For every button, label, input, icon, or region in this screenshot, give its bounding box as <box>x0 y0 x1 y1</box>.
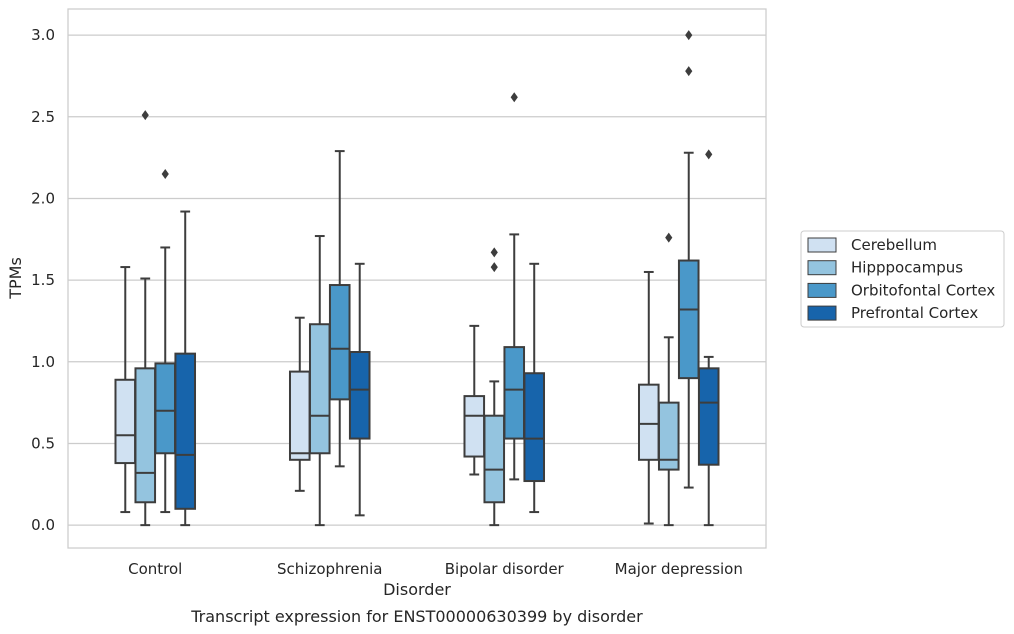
box-iqr <box>503 346 526 440</box>
y-tick-label: 2.5 <box>31 108 55 126</box>
box-prefrontal-cortex <box>348 262 371 517</box>
box-hipppocampus <box>657 232 680 527</box>
box-prefrontal-cortex <box>174 210 197 527</box>
outlier-point <box>490 262 498 273</box>
box-iqr <box>637 383 660 461</box>
box-hipppocampus <box>308 235 331 527</box>
y-axis-ticks: 0.0 0.5 1.0 1.5 2.0 2.5 3.0 <box>31 26 55 534</box>
x-tick-label: Schizophrenia <box>277 560 382 578</box>
outlier-point <box>705 149 713 160</box>
legend-label: Orbitofontal Cortex <box>851 281 995 299</box>
x-tick-label: Bipolar disorder <box>445 560 565 578</box>
legend-label: Cerebellum <box>851 236 937 254</box>
legend-swatch <box>807 305 837 321</box>
box-iqr <box>348 351 371 440</box>
box-orbitofontal-cortex <box>328 150 351 468</box>
box-iqr <box>657 401 680 471</box>
box-orbitofontal-cortex <box>503 92 526 481</box>
box-iqr <box>114 378 137 465</box>
x-axis-title: Disorder <box>383 580 451 599</box>
x-tick-label: Control <box>128 560 182 578</box>
box-iqr <box>154 362 177 455</box>
box-iqr <box>483 414 506 504</box>
outlier-point <box>510 92 518 103</box>
box-iqr <box>288 370 311 461</box>
box-iqr <box>697 367 720 466</box>
y-axis-title: TPMs <box>6 257 25 300</box>
box-prefrontal-cortex <box>523 262 546 514</box>
outlier-point <box>685 66 693 77</box>
box-prefrontal-cortex <box>697 149 720 527</box>
y-tick-label: 0.0 <box>31 516 55 534</box>
box-iqr <box>308 323 331 455</box>
box-iqr <box>328 284 351 401</box>
box-orbitofontal-cortex <box>154 168 177 514</box>
outlier-point <box>685 30 693 41</box>
box-iqr <box>134 367 157 504</box>
y-tick-label: 1.5 <box>31 271 55 289</box>
y-tick-label: 1.0 <box>31 353 55 371</box>
legend: Cerebellum Hipppocampus Orbitofontal Corte… <box>800 230 1005 328</box>
box-iqr <box>677 259 700 380</box>
legend-swatch <box>807 282 837 298</box>
outlier-point <box>141 110 149 121</box>
x-axis-ticks: Control Schizophrenia Bipolar disorder Majo… <box>128 560 743 578</box>
boxes <box>114 30 720 527</box>
y-tick-label: 0.5 <box>31 434 55 452</box>
x-tick-label: Major depression <box>615 560 743 578</box>
y-tick-label: 2.0 <box>31 189 55 207</box>
outlier-point <box>490 247 498 258</box>
chart-caption: Transcript expression for ENST0000063039… <box>190 607 643 626</box>
box-hipppocampus <box>483 247 506 527</box>
box-cerebellum <box>637 270 660 525</box>
box-iqr <box>523 372 546 483</box>
box-cerebellum <box>288 316 311 492</box>
legend-frame <box>800 230 1005 328</box>
legend-label: Hipppocampus <box>851 259 963 277</box>
legend-swatch <box>807 260 837 276</box>
box-iqr <box>174 352 197 510</box>
box-orbitofontal-cortex <box>677 30 700 489</box>
box-iqr <box>463 395 486 458</box>
outlier-point <box>665 232 673 243</box>
legend-swatch <box>807 237 837 253</box>
legend-label: Prefrontal Cortex <box>851 304 978 322</box>
y-tick-label: 3.0 <box>31 26 55 44</box>
outlier-point <box>161 168 169 179</box>
